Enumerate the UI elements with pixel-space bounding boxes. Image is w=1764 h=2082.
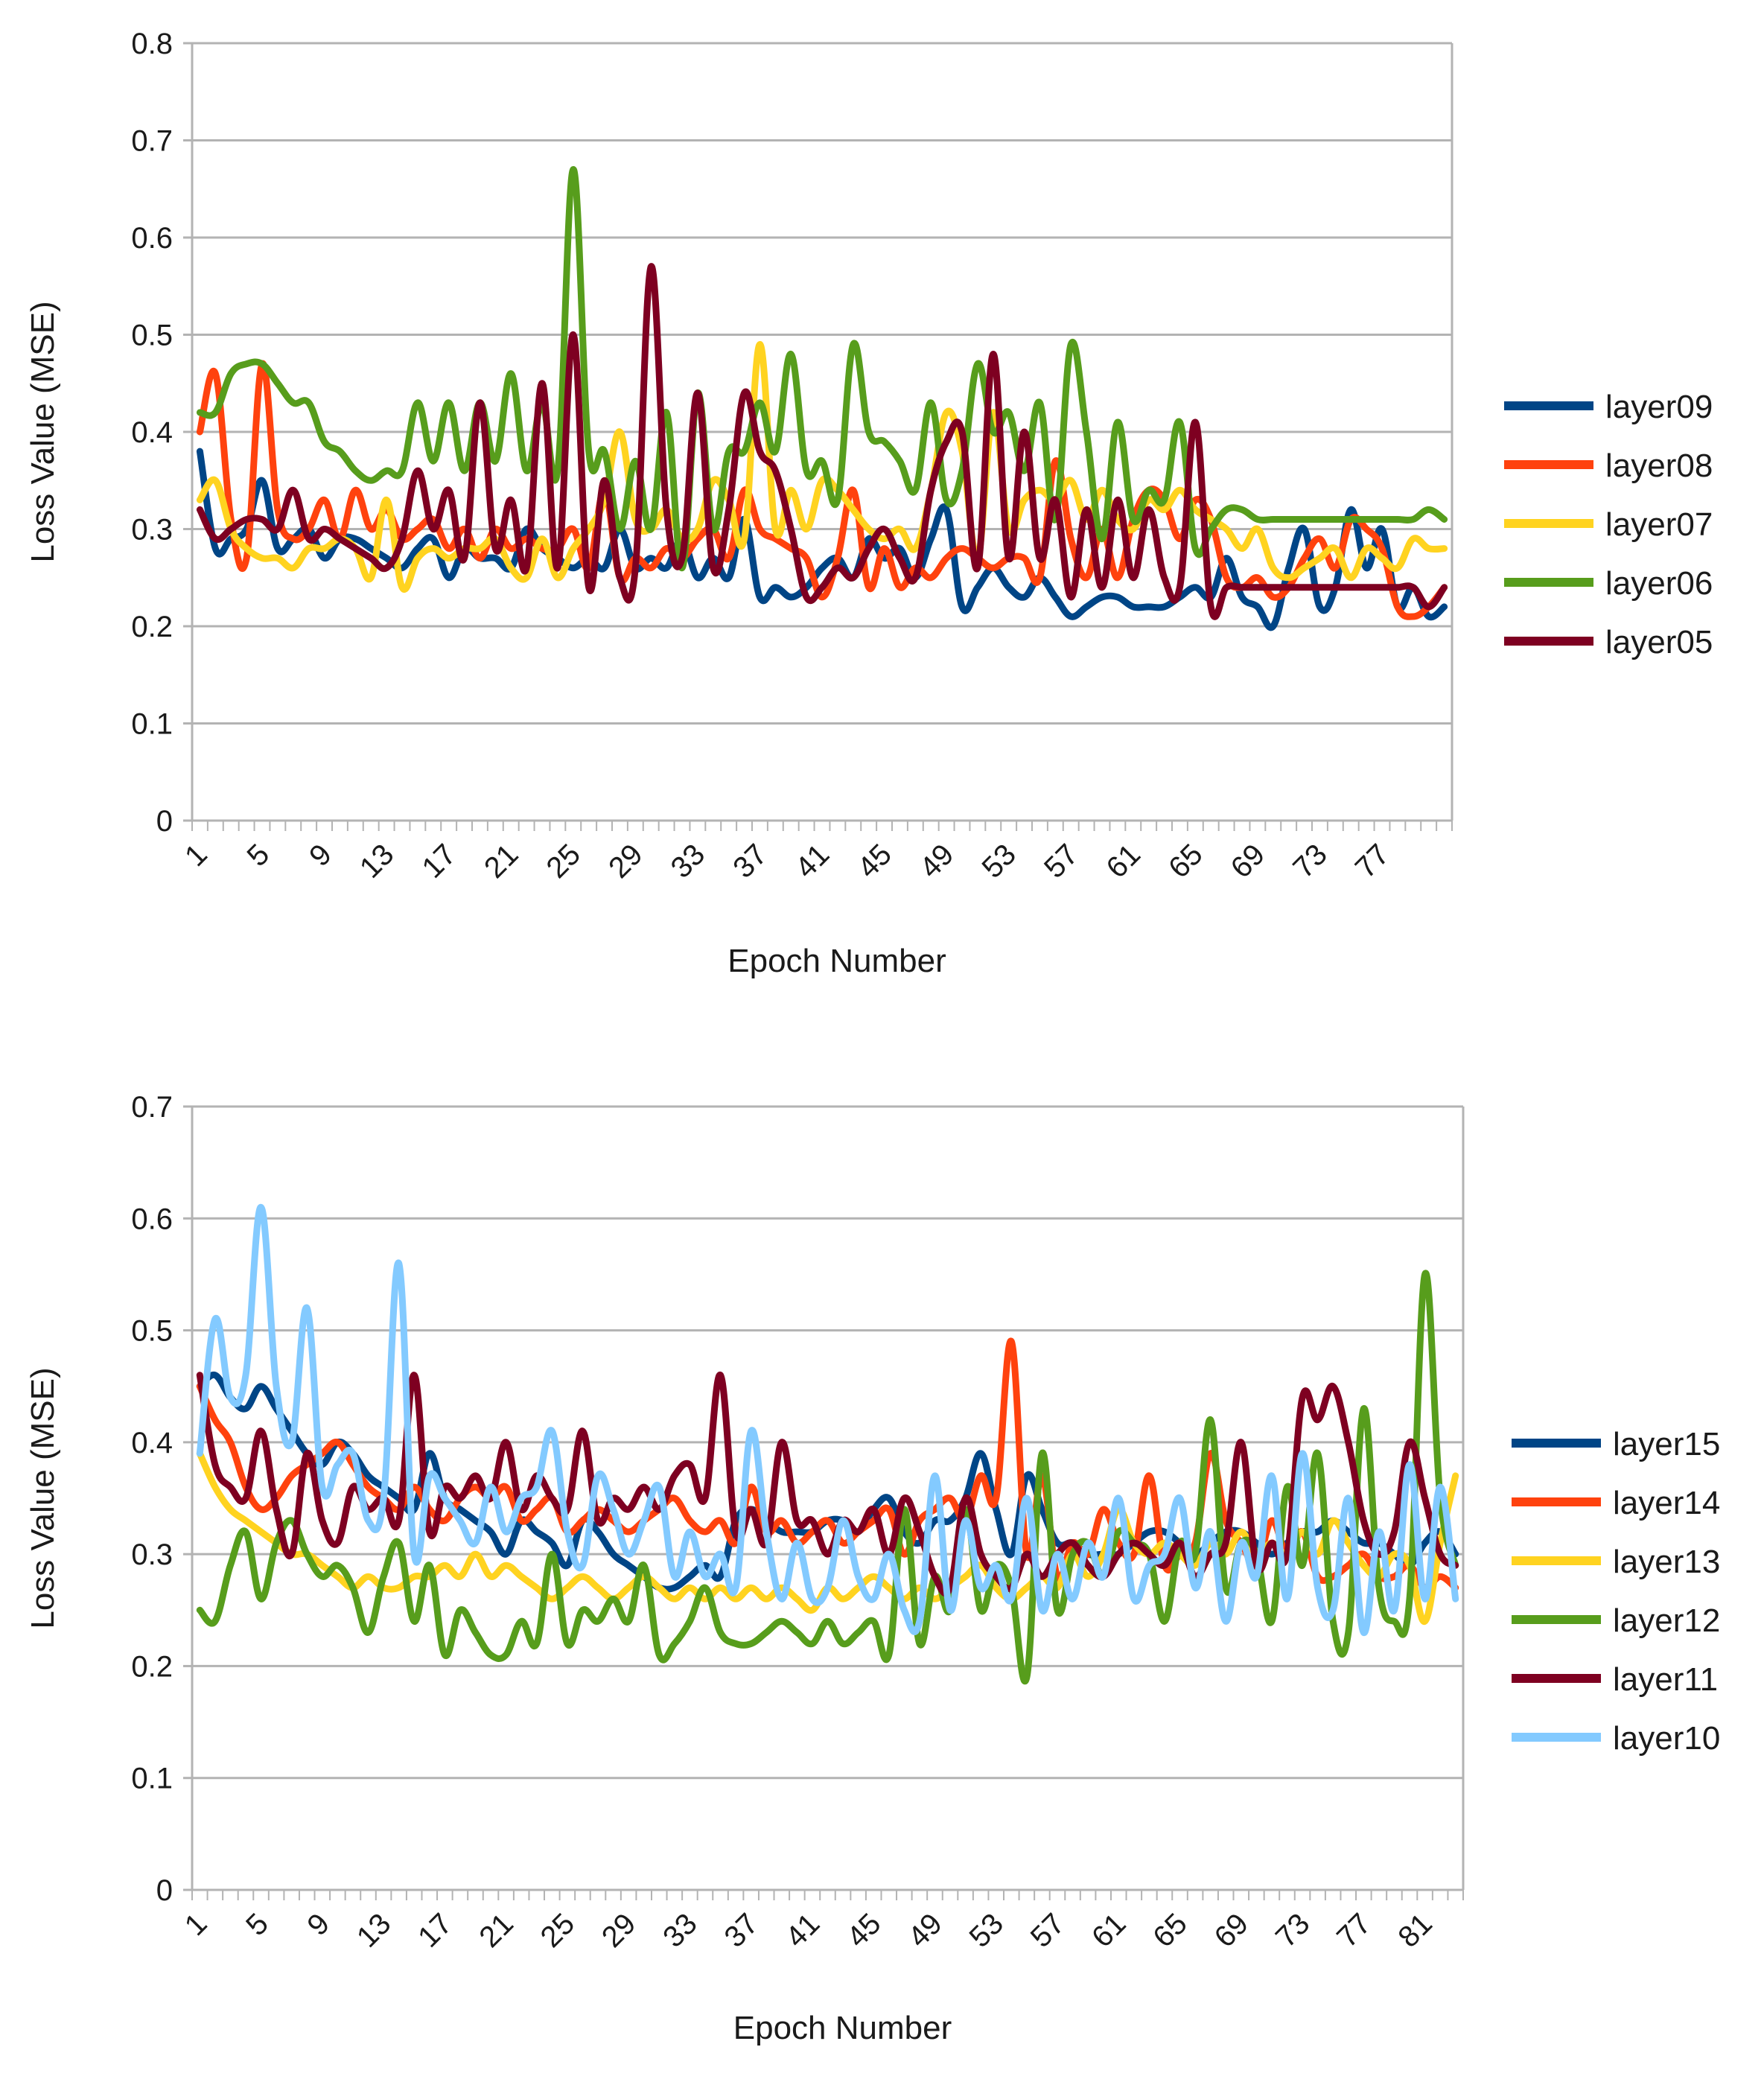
y-tick-label: 0.4 — [131, 1427, 173, 1459]
x-tick-label: 37 — [727, 838, 774, 885]
x-tick-label: 29 — [596, 1907, 643, 1954]
series-line-layer08 — [196, 360, 1448, 620]
y-tick-label: 0 — [156, 805, 173, 838]
x-tick-label: 61 — [1086, 1907, 1133, 1954]
y-tick-label: 0.2 — [131, 1650, 173, 1683]
x-tick-label: 13 — [354, 838, 401, 885]
x-tick-label: 61 — [1101, 838, 1147, 885]
x-tick-label: 41 — [780, 1907, 827, 1954]
y-tick-label: 0.5 — [131, 1315, 173, 1348]
y-tick-label: 0.4 — [131, 416, 173, 449]
x-tick-label: 65 — [1162, 838, 1209, 885]
y-tick-label: 0.7 — [131, 1091, 173, 1124]
x-tick-label: 5 — [240, 1907, 275, 1942]
x-tick-label: 13 — [351, 1907, 398, 1954]
legend-label-layer09: layer09 — [1605, 389, 1713, 425]
y-tick-label: 0.7 — [131, 125, 173, 158]
series-line-layer10 — [196, 1203, 1459, 1636]
series-group — [196, 1203, 1459, 1684]
x-tick-label: 17 — [415, 838, 462, 885]
legend-label-layer07: layer07 — [1605, 506, 1713, 543]
x-axis-title: Epoch Number — [727, 943, 946, 979]
x-tick-label: 5 — [241, 838, 276, 873]
x-tick-label: 1 — [179, 838, 214, 873]
x-tick-label: 69 — [1225, 838, 1272, 885]
y-axis-title: Loss Value (MSE) — [25, 301, 61, 562]
y-tick-label: 0.5 — [131, 319, 173, 352]
x-tick-label: 37 — [718, 1907, 765, 1954]
legend-label-layer13: layer13 — [1613, 1544, 1720, 1580]
x-tick-label: 53 — [964, 1907, 1010, 1954]
legend-label-layer05: layer05 — [1605, 624, 1713, 660]
y-tick-label: 0 — [156, 1874, 173, 1907]
x-tick-label: 17 — [412, 1907, 459, 1954]
x-tick-label: 33 — [665, 838, 712, 885]
x-tick-label: 65 — [1147, 1907, 1194, 1954]
x-tick-label: 29 — [602, 838, 649, 885]
x-tick-label: 9 — [301, 1907, 336, 1942]
chart-2: 0 0.1 0.2 0.3 0.4 0.5 0.6 0.7 1 5 9 13 17 21 25 29 33 37 4… — [25, 1091, 1720, 2046]
x-tick-label: 57 — [1025, 1907, 1072, 1954]
x-tick-label: 21 — [473, 1907, 520, 1954]
y-tick-label: 0.6 — [131, 222, 173, 255]
y-tick-label: 0.6 — [131, 1203, 173, 1235]
y-tick-label: 0.8 — [131, 28, 173, 60]
x-axis-title: Epoch Number — [733, 2010, 952, 2046]
x-tick-label: 49 — [902, 1907, 949, 1954]
x-tick-label: 73 — [1270, 1907, 1316, 1954]
x-tick-label: 73 — [1287, 838, 1334, 885]
legend-label-layer08: layer08 — [1605, 448, 1713, 484]
y-tick-label: 0.2 — [131, 611, 173, 643]
x-tick-label: 69 — [1209, 1907, 1255, 1954]
x-tick-label: 25 — [535, 1907, 582, 1954]
x-tick-label: 53 — [975, 838, 1022, 885]
x-tick-label: 1 — [179, 1907, 214, 1942]
legend-label-layer11: layer11 — [1613, 1661, 1718, 1698]
chart-1: 0 0.1 0.2 0.3 0.4 0.5 0.6 0.7 0.8 1 5 9 13 17 21 25 29 33… — [25, 28, 1713, 979]
series-line-layer09 — [196, 448, 1448, 631]
y-tick-label: 0.1 — [131, 708, 173, 741]
series-line-layer05 — [196, 263, 1448, 620]
series-group — [196, 166, 1448, 631]
x-tick-label: 21 — [478, 838, 525, 885]
legend-label-layer15: layer15 — [1613, 1426, 1720, 1462]
series-line-layer12 — [196, 1270, 1459, 1684]
legend-label-layer14: layer14 — [1613, 1485, 1720, 1521]
x-tick-label: 9 — [303, 838, 338, 873]
x-tick-label: 57 — [1038, 838, 1085, 885]
y-axis-title: Loss Value (MSE) — [25, 1367, 61, 1629]
legend-label-layer12: layer12 — [1613, 1602, 1720, 1639]
x-tick-label: 49 — [914, 838, 961, 885]
x-tick-label: 25 — [541, 838, 588, 885]
y-tick-label: 0.3 — [131, 1538, 173, 1571]
x-tick-label: 77 — [1331, 1907, 1378, 1954]
x-tick-label: 45 — [851, 838, 898, 885]
legend-label-layer06: layer06 — [1605, 565, 1713, 602]
x-tick-label: 41 — [789, 838, 836, 885]
x-tick-label: 33 — [657, 1907, 704, 1954]
x-tick-label: 77 — [1349, 838, 1396, 885]
series-line-layer11 — [196, 1372, 1459, 1597]
y-tick-label: 0.3 — [131, 514, 173, 547]
y-tick-label: 0.1 — [131, 1763, 173, 1795]
legend-label-layer10: layer10 — [1613, 1720, 1720, 1757]
x-tick-label: 81 — [1392, 1907, 1439, 1954]
x-tick-label: 45 — [841, 1907, 888, 1954]
